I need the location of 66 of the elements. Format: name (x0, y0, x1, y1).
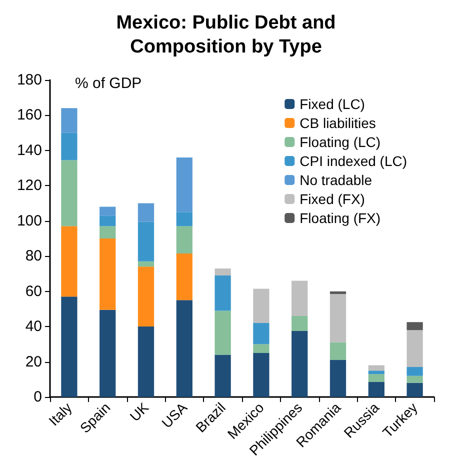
bar (330, 294, 346, 342)
legend-label: Floating (FX) (300, 210, 381, 226)
bar (61, 160, 78, 226)
legend-label: CB liabilities (300, 115, 376, 131)
bar (253, 344, 270, 353)
bar (406, 376, 423, 383)
y-tick-label: 80 (25, 248, 42, 265)
bar (176, 253, 192, 300)
x-tick-label: Italy (45, 399, 75, 429)
bar (61, 296, 78, 397)
bar (100, 310, 116, 397)
bar (214, 354, 231, 397)
bar (61, 108, 78, 133)
bar (292, 316, 308, 331)
y-tick-label: 0 (34, 388, 42, 406)
bar (330, 291, 346, 294)
bar (292, 280, 308, 316)
bar (61, 226, 78, 297)
bar (214, 310, 231, 355)
y-tick-label: 60 (25, 282, 42, 300)
bar (176, 300, 192, 397)
bar (330, 360, 346, 397)
bar (138, 326, 154, 397)
y-tick-label: 100 (16, 212, 42, 230)
bar (253, 352, 270, 397)
bar (292, 330, 308, 397)
bar (176, 157, 192, 212)
bar (368, 370, 384, 374)
bar (406, 382, 423, 397)
legend-label: Fixed (FX) (300, 191, 365, 207)
bar (176, 212, 192, 226)
bar (368, 374, 384, 382)
legend-label: CPI indexed (LC) (300, 153, 408, 169)
bar (406, 330, 423, 368)
bar (368, 365, 384, 371)
y-tick-label: 140 (16, 142, 42, 159)
y-tick-label: 120 (16, 177, 42, 194)
bar (214, 268, 231, 276)
bar (138, 222, 154, 262)
chart-title: Mexico: Public Debt and Composition by Type (116, 12, 336, 58)
bar (100, 226, 116, 238)
legend-label: No tradable (300, 172, 372, 188)
x-tick-label: USA (158, 398, 191, 431)
bar (406, 367, 423, 376)
y-tick-label: 160 (16, 106, 42, 124)
bar (176, 226, 192, 254)
bar (368, 382, 384, 397)
y-tick-label: 20 (25, 353, 42, 370)
bar (214, 275, 231, 311)
legend-label: Fixed (LC) (300, 96, 365, 112)
bar (100, 206, 116, 216)
legend-label: Floating (LC) (300, 134, 381, 150)
y-tick-label: 180 (16, 72, 42, 88)
bar (138, 261, 154, 267)
x-tick-label: UK (126, 398, 152, 424)
bar (138, 203, 154, 222)
y-axis-title: % of GDP (75, 75, 142, 92)
bar (330, 342, 346, 360)
bar (253, 288, 270, 324)
y-tick-label: 40 (25, 318, 42, 336)
bar (138, 266, 154, 327)
bar (61, 132, 78, 160)
bar (406, 322, 423, 330)
bar (253, 323, 270, 344)
bar (100, 238, 116, 310)
bar (100, 216, 116, 226)
